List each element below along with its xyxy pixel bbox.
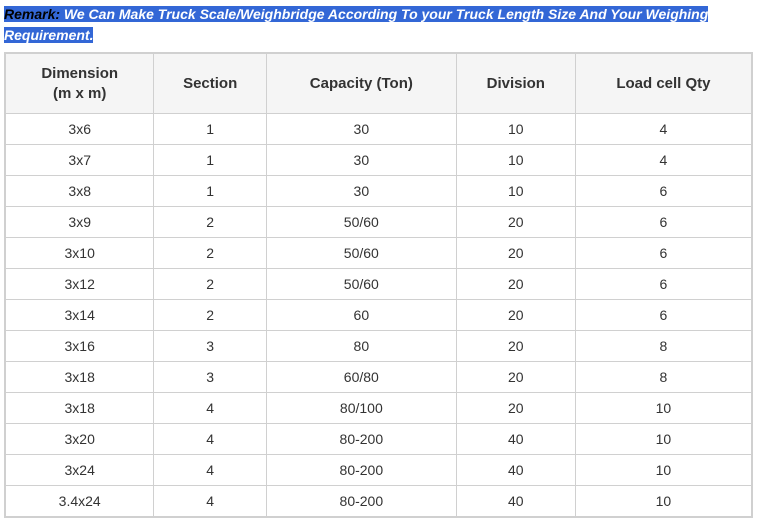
table-cell: 10 xyxy=(456,114,575,145)
table-cell: 3x16 xyxy=(5,331,154,362)
table-cell: 3x8 xyxy=(5,176,154,207)
table-cell: 20 xyxy=(456,238,575,269)
specs-table: Dimension(m x m) Section Capacity (Ton) … xyxy=(4,52,753,518)
table-cell: 3x7 xyxy=(5,145,154,176)
col-loadcell: Load cell Qty xyxy=(575,53,752,114)
col-section: Section xyxy=(154,53,267,114)
table-cell: 80-200 xyxy=(266,455,456,486)
table-cell: 30 xyxy=(266,145,456,176)
table-cell: 20 xyxy=(456,300,575,331)
table-row: 3x12250/60206 xyxy=(5,269,752,300)
table-row: 3x9250/60206 xyxy=(5,207,752,238)
table-cell: 3x10 xyxy=(5,238,154,269)
table-row: 3x10250/60206 xyxy=(5,238,752,269)
table-cell: 1 xyxy=(154,145,267,176)
table-cell: 3 xyxy=(154,362,267,393)
table-cell: 4 xyxy=(154,424,267,455)
table-cell: 6 xyxy=(575,207,752,238)
table-cell: 60 xyxy=(266,300,456,331)
table-cell: 50/60 xyxy=(266,238,456,269)
table-cell: 10 xyxy=(456,145,575,176)
table-cell: 20 xyxy=(456,331,575,362)
table-cell: 6 xyxy=(575,300,752,331)
table-cell: 3x14 xyxy=(5,300,154,331)
table-cell: 10 xyxy=(575,424,752,455)
table-cell: 1 xyxy=(154,114,267,145)
table-cell: 2 xyxy=(154,300,267,331)
table-cell: 4 xyxy=(154,486,267,518)
remark-text: Remark: We Can Make Truck Scale/Weighbri… xyxy=(4,4,753,46)
table-cell: 6 xyxy=(575,269,752,300)
table-cell: 8 xyxy=(575,362,752,393)
table-cell: 20 xyxy=(456,269,575,300)
col-capacity: Capacity (Ton) xyxy=(266,53,456,114)
table-cell: 20 xyxy=(456,362,575,393)
table-cell: 3x12 xyxy=(5,269,154,300)
table-row: 3x18480/1002010 xyxy=(5,393,752,424)
table-row: 3x20480-2004010 xyxy=(5,424,752,455)
table-row: 3x16380208 xyxy=(5,331,752,362)
col-dimension: Dimension(m x m) xyxy=(5,53,154,114)
table-cell: 3x24 xyxy=(5,455,154,486)
remark-label: Remark: xyxy=(4,6,64,22)
table-cell: 20 xyxy=(456,393,575,424)
table-cell: 8 xyxy=(575,331,752,362)
table-row: 3x6130104 xyxy=(5,114,752,145)
table-cell: 4 xyxy=(575,145,752,176)
table-cell: 4 xyxy=(154,455,267,486)
table-cell: 3x18 xyxy=(5,362,154,393)
table-cell: 10 xyxy=(575,455,752,486)
table-cell: 80-200 xyxy=(266,424,456,455)
table-cell: 10 xyxy=(575,486,752,518)
table-cell: 3x20 xyxy=(5,424,154,455)
table-header-row: Dimension(m x m) Section Capacity (Ton) … xyxy=(5,53,752,114)
table-cell: 4 xyxy=(575,114,752,145)
table-cell: 3 xyxy=(154,331,267,362)
col-division: Division xyxy=(456,53,575,114)
table-cell: 1 xyxy=(154,176,267,207)
table-cell: 40 xyxy=(456,455,575,486)
table-cell: 2 xyxy=(154,238,267,269)
table-cell: 80-200 xyxy=(266,486,456,518)
table-cell: 80 xyxy=(266,331,456,362)
table-cell: 50/60 xyxy=(266,269,456,300)
table-cell: 30 xyxy=(266,176,456,207)
table-cell: 2 xyxy=(154,207,267,238)
table-cell: 10 xyxy=(575,393,752,424)
table-row: 3.4x24480-2004010 xyxy=(5,486,752,518)
table-cell: 80/100 xyxy=(266,393,456,424)
table-cell: 6 xyxy=(575,176,752,207)
table-cell: 20 xyxy=(456,207,575,238)
table-cell: 6 xyxy=(575,238,752,269)
table-row: 3x18360/80208 xyxy=(5,362,752,393)
table-row: 3x7130104 xyxy=(5,145,752,176)
table-cell: 40 xyxy=(456,486,575,518)
table-row: 3x24480-2004010 xyxy=(5,455,752,486)
table-cell: 2 xyxy=(154,269,267,300)
table-row: 3x14260206 xyxy=(5,300,752,331)
table-cell: 10 xyxy=(456,176,575,207)
table-cell: 60/80 xyxy=(266,362,456,393)
table-cell: 3x18 xyxy=(5,393,154,424)
table-cell: 50/60 xyxy=(266,207,456,238)
table-cell: 3x9 xyxy=(5,207,154,238)
table-cell: 4 xyxy=(154,393,267,424)
table-cell: 40 xyxy=(456,424,575,455)
table-cell: 3.4x24 xyxy=(5,486,154,518)
table-row: 3x8130106 xyxy=(5,176,752,207)
remark-body: We Can Make Truck Scale/Weighbridge Acco… xyxy=(4,6,708,43)
table-cell: 30 xyxy=(266,114,456,145)
table-cell: 3x6 xyxy=(5,114,154,145)
